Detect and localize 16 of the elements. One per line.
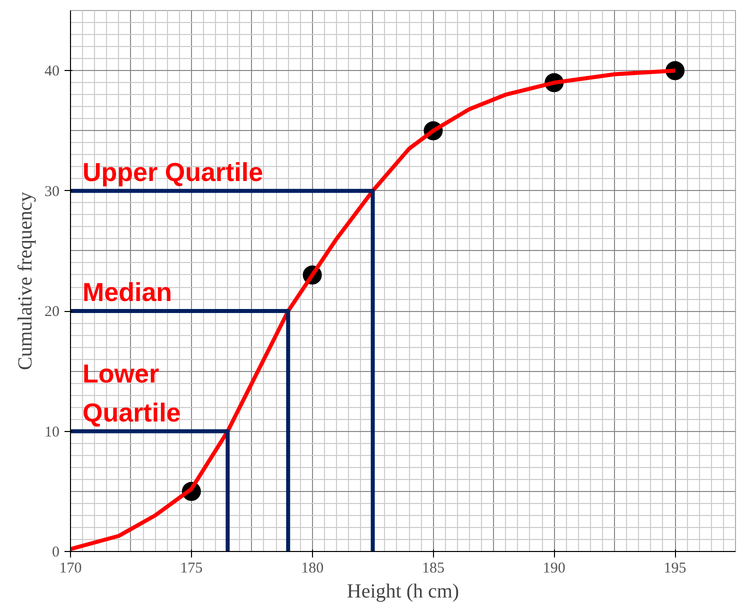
- x-tick-label: 175: [180, 560, 203, 576]
- y-axis-title: Cumulative frequency: [14, 192, 36, 370]
- annotation: Upper Quartile: [82, 156, 264, 187]
- y-tick-label: 40: [44, 64, 60, 80]
- y-tick-label: 0: [52, 544, 60, 560]
- y-tick-label: 30: [44, 184, 60, 200]
- x-tick-label: 180: [301, 560, 324, 576]
- x-tick-label: 190: [542, 560, 566, 576]
- annotation: Lower Quartile: [82, 358, 181, 428]
- y-tick-label: 10: [44, 424, 60, 440]
- x-tick-label: 195: [664, 560, 686, 576]
- x-axis-title: Height (h cm): [346, 580, 460, 602]
- annotation: Median: [82, 277, 172, 308]
- x-tick-label: 170: [59, 560, 82, 576]
- y-tick-label: 20: [44, 304, 60, 320]
- x-tick-label: 185: [422, 560, 444, 576]
